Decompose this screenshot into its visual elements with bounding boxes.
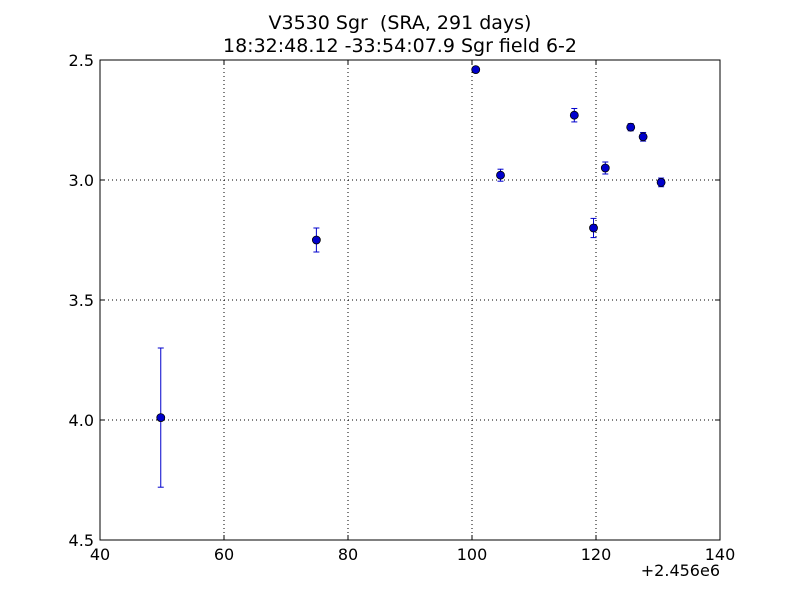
- y-tick-label: 3.0: [69, 171, 94, 190]
- grid: [100, 60, 720, 540]
- point-marker: [569, 110, 579, 120]
- data-point: [656, 177, 666, 188]
- point-marker: [471, 65, 481, 74]
- point-marker: [626, 122, 636, 132]
- x-tick-label: 120: [581, 545, 612, 564]
- point-marker: [156, 413, 166, 423]
- chart-title: V3530 Sgr (SRA, 291 days): [268, 12, 532, 34]
- data-series: [156, 65, 666, 488]
- data-point: [156, 347, 166, 488]
- data-point: [589, 217, 598, 239]
- x-tick-label: 40: [90, 545, 110, 564]
- point-marker: [496, 170, 505, 180]
- y-tick-label: 2.5: [69, 51, 94, 70]
- point-marker: [600, 163, 610, 173]
- point-marker: [638, 132, 648, 142]
- x-tick-label: 80: [338, 545, 358, 564]
- point-marker: [311, 235, 321, 245]
- y-tick-label: 4.0: [69, 411, 94, 430]
- data-point: [626, 122, 636, 132]
- x-offset-label: +2.456e6: [641, 561, 720, 580]
- point-marker: [656, 177, 666, 187]
- data-point: [569, 107, 579, 123]
- data-point: [471, 65, 481, 74]
- x-tick-label: 140: [705, 545, 736, 564]
- data-point: [496, 168, 505, 182]
- data-point: [600, 161, 610, 175]
- point-marker: [589, 223, 598, 233]
- x-tick-label: 60: [214, 545, 234, 564]
- axis-ticks: 40 60 80 100 120 140 2.5 3.0 3.5 4.0 4.5: [69, 51, 736, 564]
- y-tick-label: 3.5: [69, 291, 94, 310]
- data-point: [638, 131, 648, 142]
- y-tick-label: 4.5: [69, 531, 94, 550]
- data-point: [311, 227, 321, 253]
- x-tick-label: 100: [457, 545, 488, 564]
- chart-subtitle: 18:32:48.12 -33:54:07.9 Sgr field 6-2: [223, 35, 577, 57]
